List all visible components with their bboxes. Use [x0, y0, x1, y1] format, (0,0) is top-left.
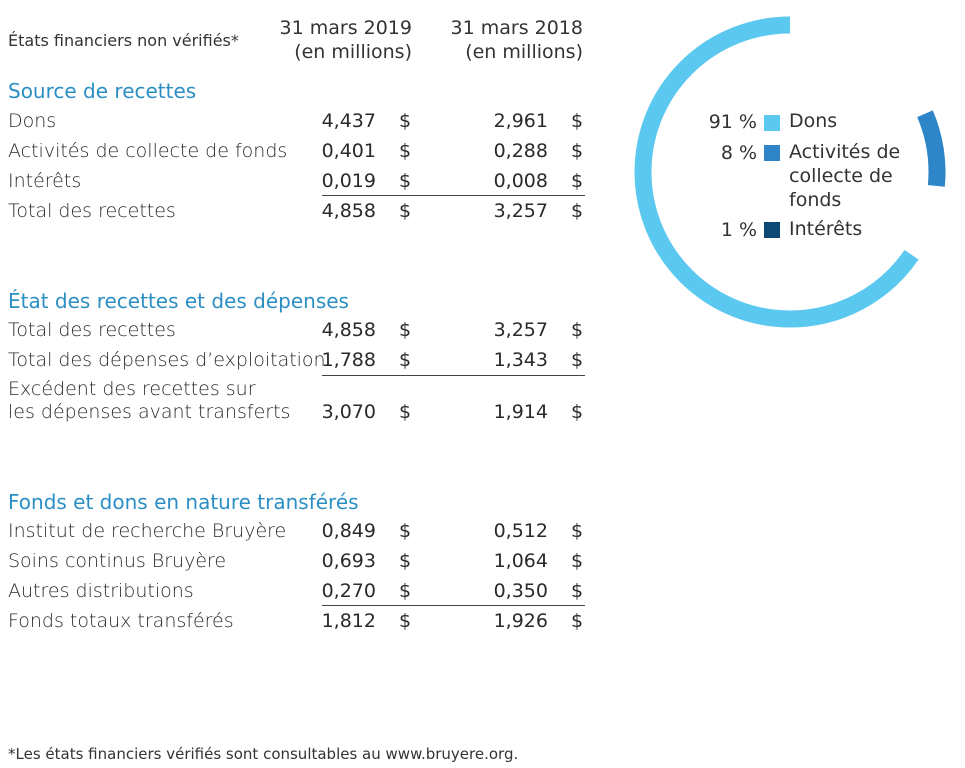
currency-symbol: $ — [399, 170, 412, 192]
value-2018: 0,288 — [493, 140, 548, 162]
value-2018: 3,257 — [493, 200, 548, 222]
donut-slice-dons — [634, 16, 946, 328]
currency-symbol: $ — [399, 110, 412, 132]
value-2019: 4,858 — [321, 319, 376, 341]
row-label: Dons — [8, 110, 57, 132]
value-2018: 1,914 — [493, 401, 548, 423]
row-label-line-2: les dépenses avant transferts — [8, 401, 291, 423]
column-header-2018-date: 31 mars 2018 — [450, 17, 583, 39]
row-label: Institut de recherche Bruyère — [8, 520, 287, 542]
currency-symbol: $ — [399, 200, 412, 222]
value-2019: 3,070 — [321, 401, 376, 423]
value-2019: 0,270 — [321, 580, 376, 602]
value-2018: 0,350 — [493, 580, 548, 602]
value-2019: 0,693 — [321, 550, 376, 572]
currency-symbol: $ — [571, 550, 584, 572]
column-header-2019-unit: (en millions) — [294, 41, 412, 63]
currency-symbol: $ — [399, 319, 412, 341]
subtotal-rule — [322, 375, 585, 376]
value-2018: 0,512 — [493, 520, 548, 542]
currency-symbol: $ — [571, 520, 584, 542]
legend-swatch-fundraising — [764, 145, 780, 161]
section-title-income-statement: État des recettes et des dépenses — [8, 289, 349, 313]
value-2019: 0,849 — [321, 520, 376, 542]
row-label-line-1: Excédent des recettes sur — [8, 378, 256, 400]
legend-label-dons: Dons — [789, 110, 838, 132]
currency-symbol: $ — [571, 170, 584, 192]
legend-label-line: fonds — [789, 189, 842, 211]
currency-symbol: $ — [571, 319, 584, 341]
statement-title: États financiers non vérifiés* — [8, 31, 239, 50]
currency-symbol: $ — [399, 349, 412, 371]
footnote: *Les états financiers vérifiés sont cons… — [8, 745, 519, 763]
donut-slices — [634, 16, 946, 328]
column-header-2018-unit: (en millions) — [465, 41, 583, 63]
column-header-2018: 31 mars 2018 (en millions) — [451, 16, 583, 64]
legend-label-fundraising: Activités de collecte de fonds — [789, 140, 919, 212]
value-2018: 0,008 — [493, 170, 548, 192]
row-label-multiline: Excédent des recettes sur les dépenses a… — [8, 378, 290, 424]
row-label: Intérêts — [8, 170, 82, 192]
column-header-2019-date: 31 mars 2019 — [279, 17, 412, 39]
subtotal-rule — [322, 605, 585, 606]
legend-swatch-dons — [764, 115, 780, 131]
legend-label-line: collecte de — [789, 165, 893, 187]
row-label: Soins continus Bruyère — [8, 550, 227, 572]
currency-symbol: $ — [571, 140, 584, 162]
legend-pct-fundraising: 8 % — [720, 142, 757, 164]
value-2018: 1,064 — [493, 550, 548, 572]
section-title-revenue-sources: Source de recettes — [8, 79, 197, 103]
currency-symbol: $ — [399, 610, 412, 632]
currency-symbol: $ — [399, 401, 412, 423]
value-2019: 4,858 — [321, 200, 376, 222]
currency-symbol: $ — [399, 550, 412, 572]
currency-symbol: $ — [399, 140, 412, 162]
row-label-total: Total des recettes — [8, 200, 176, 222]
value-2019: 0,401 — [321, 140, 376, 162]
currency-symbol: $ — [399, 520, 412, 542]
value-2019: 4,437 — [321, 110, 376, 132]
value-2019: 0,019 — [321, 170, 376, 192]
value-2019: 1,812 — [321, 610, 376, 632]
row-label-total: Fonds totaux transférés — [8, 610, 234, 632]
value-2018: 1,926 — [493, 610, 548, 632]
currency-symbol: $ — [571, 580, 584, 602]
currency-symbol: $ — [571, 610, 584, 632]
legend-pct-dons: 91 % — [708, 111, 757, 133]
currency-symbol: $ — [399, 580, 412, 602]
subtotal-rule — [322, 195, 585, 196]
value-2018: 3,257 — [493, 319, 548, 341]
revenue-donut-chart — [634, 16, 946, 328]
value-2018: 2,961 — [493, 110, 548, 132]
currency-symbol: $ — [571, 401, 584, 423]
value-2018: 1,343 — [493, 349, 548, 371]
currency-symbol: $ — [571, 349, 584, 371]
value-2019: 1,788 — [321, 349, 376, 371]
currency-symbol: $ — [571, 110, 584, 132]
currency-symbol: $ — [571, 200, 584, 222]
row-label: Total des dépenses d’exploitation — [8, 349, 326, 371]
donut-slice-activités-de-collecte-de-fonds — [634, 16, 946, 328]
legend-pct-interest: 1 % — [720, 219, 757, 241]
row-label: Autres distributions — [8, 580, 194, 602]
legend-label-interest: Intérêts — [789, 218, 863, 240]
section-title-funds-transferred: Fonds et dons en nature transférés — [8, 490, 359, 514]
row-label: Total des recettes — [8, 319, 176, 341]
row-label: Activités de collecte de fonds — [8, 140, 288, 162]
legend-swatch-interest — [764, 222, 780, 238]
legend-label-line: Activités de — [789, 141, 901, 163]
column-header-2019: 31 mars 2019 (en millions) — [280, 16, 412, 64]
